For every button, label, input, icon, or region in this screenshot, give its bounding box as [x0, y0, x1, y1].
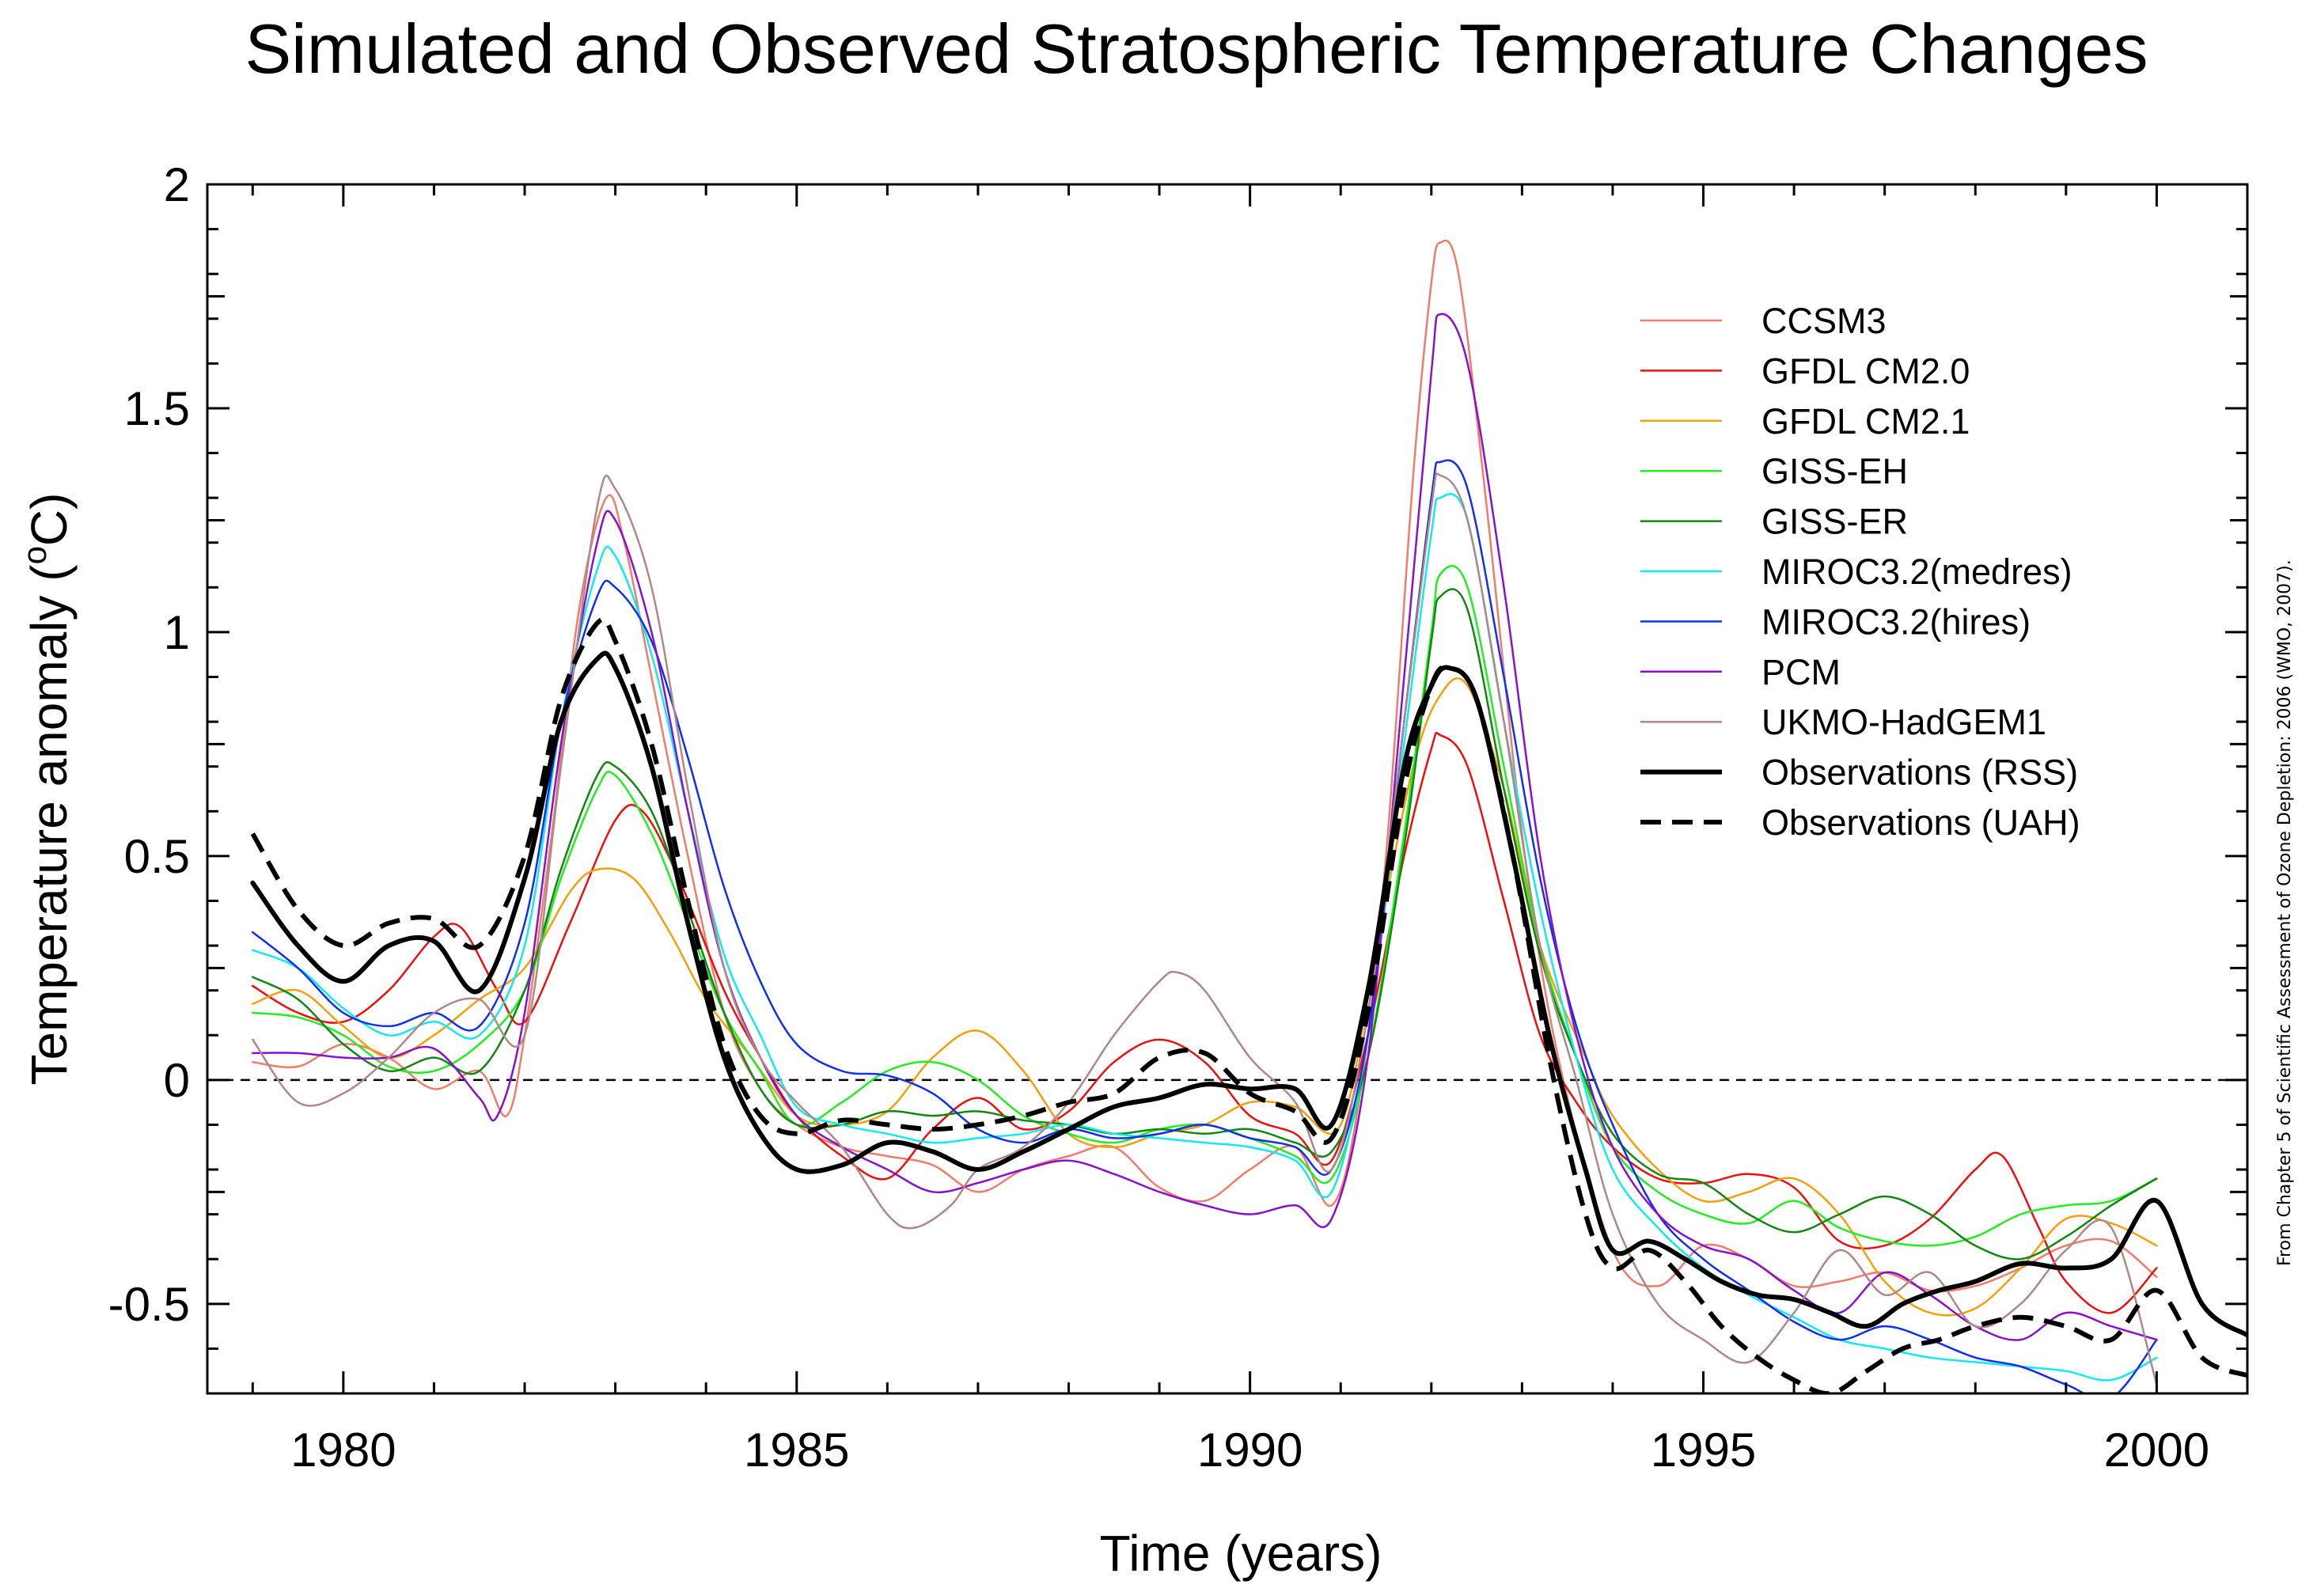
series-line-giss-eh	[252, 564, 2158, 1247]
y-tick-label: -0.5	[108, 1278, 190, 1331]
x-tick-label: 1985	[744, 1424, 849, 1477]
series-line-giss-er	[252, 588, 2158, 1260]
x-axis-label: Time (years)	[1100, 1525, 1382, 1582]
x-tick-label: 1980	[290, 1424, 396, 1477]
y-tick-label: 2	[164, 158, 190, 211]
y-axis-label-main: Temperature anomaly (	[21, 564, 78, 1085]
source-credit: From Chapter 5 of Scientific Assessment …	[2275, 559, 2295, 1266]
legend-label-gfdl-cm2-0: GFDL CM2.0	[1761, 351, 1970, 391]
x-tick-label: 1990	[1197, 1424, 1303, 1477]
y-tick-label: 1	[164, 606, 190, 659]
legend-label-miroc3-2-hires: MIROC3.2(hires)	[1761, 601, 2031, 642]
series-line-pcm	[252, 313, 2158, 1341]
plot-frame	[206, 183, 2249, 1395]
legend: CCSM3 GFDL CM2.0 GFDL CM2.1 GISS-EH GISS-ER M…	[1640, 301, 2080, 843]
series-line-gfdl-cm2-0	[252, 731, 2158, 1314]
chart-title: Simulated and Observed Stratospheric Tem…	[245, 9, 2148, 88]
series-line-observations-uah	[250, 616, 2247, 1393]
axis-ticks: 1980 1985 1990 1995 2000 -0.5 0 0.5 1 1.5 2	[108, 158, 2249, 1477]
y-axis-label-superscript: o	[16, 546, 53, 564]
legend-label-giss-er: GISS-ER	[1761, 502, 1908, 542]
legend-label-gfdl-cm2-1: GFDL CM2.1	[1761, 401, 1970, 442]
legend-label-ccsm3: CCSM3	[1761, 301, 1887, 341]
legend-label-observations-uah: Observations (UAH)	[1761, 802, 2080, 843]
legend-label-ukmo-hadgem1: UKMO-HadGEM1	[1761, 702, 2046, 742]
series-line-observations-rss	[250, 650, 2247, 1338]
x-tick-label: 1995	[1651, 1424, 1756, 1477]
y-tick-label: 1.5	[124, 382, 190, 435]
legend-label-miroc3-2-medres: MIROC3.2(medres)	[1761, 552, 2072, 592]
y-tick-label: 0	[164, 1054, 190, 1107]
legend-label-observations-rss: Observations (RSS)	[1761, 753, 2078, 793]
x-tick-label: 2000	[2104, 1424, 2209, 1477]
legend-label-giss-eh: GISS-EH	[1761, 451, 1908, 491]
legend-label-pcm: PCM	[1761, 652, 1841, 692]
series-lines	[250, 239, 2247, 1393]
series-line-ukmo-hadgem1	[252, 472, 2158, 1386]
series-line-gfdl-cm2-1	[252, 677, 2158, 1317]
series-line-miroc3-2-hires	[252, 459, 2158, 1393]
y-tick-label: 0.5	[124, 830, 190, 883]
y-axis-label: Temperature anomaly (oC)	[16, 493, 78, 1086]
y-axis-label-unit: C)	[21, 493, 78, 547]
